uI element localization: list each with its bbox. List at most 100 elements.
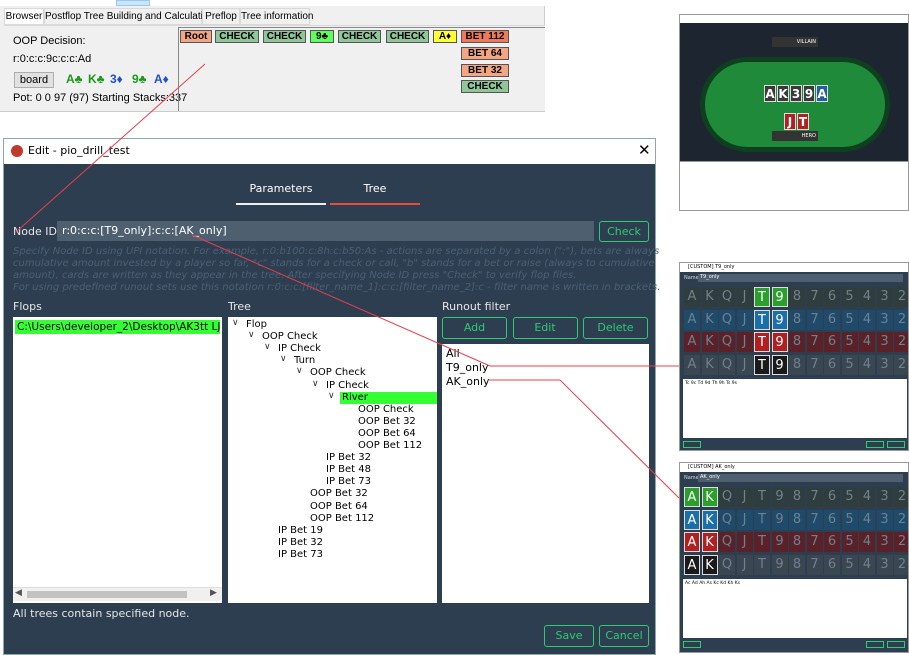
tab[interactable]: Tree bbox=[330, 179, 420, 205]
card[interactable]: A bbox=[684, 332, 700, 352]
card[interactable]: 2 bbox=[894, 309, 908, 330]
scroll-thumb[interactable] bbox=[27, 591, 187, 598]
card[interactable]: 5 bbox=[841, 554, 858, 575]
card[interactable]: 4 bbox=[859, 554, 875, 575]
card[interactable]: 2 bbox=[894, 554, 908, 575]
tree-node[interactable]: OOP Check bbox=[310, 367, 366, 379]
card[interactable]: 5 bbox=[841, 509, 858, 530]
expand-arrow[interactable]: ∨ bbox=[280, 354, 287, 365]
card[interactable]: 5 bbox=[841, 532, 858, 552]
card[interactable]: 9 bbox=[771, 509, 788, 530]
card[interactable]: 7 bbox=[806, 354, 823, 375]
card-selected[interactable]: 9 bbox=[771, 354, 788, 375]
card[interactable]: 8 bbox=[789, 554, 805, 575]
card[interactable]: 6 bbox=[824, 332, 840, 352]
card[interactable]: 3 bbox=[876, 532, 893, 552]
tree-node[interactable]: IP Bet 48 bbox=[326, 464, 371, 476]
expand-arrow[interactable]: ∨ bbox=[328, 390, 335, 401]
card-selected[interactable]: K bbox=[701, 487, 718, 507]
card[interactable]: 6 bbox=[824, 487, 840, 507]
card[interactable]: 8 bbox=[789, 332, 805, 352]
card-selected[interactable]: K bbox=[701, 554, 718, 575]
card-selected[interactable]: 9 bbox=[771, 287, 788, 307]
cancel-button[interactable]: Cancel bbox=[599, 625, 649, 647]
card[interactable]: 2 bbox=[894, 332, 908, 352]
card[interactable]: T bbox=[754, 487, 770, 507]
tree-node[interactable]: IP Check bbox=[326, 379, 369, 391]
card[interactable]: 2 bbox=[894, 532, 908, 552]
card[interactable]: 8 bbox=[789, 487, 805, 507]
card[interactable]: Q bbox=[719, 332, 735, 352]
card[interactable]: 2 bbox=[894, 509, 908, 530]
card[interactable]: Q bbox=[719, 287, 735, 307]
save-button[interactable]: Save bbox=[544, 625, 594, 647]
card[interactable]: 6 bbox=[824, 554, 840, 575]
card-selected[interactable]: A bbox=[684, 487, 700, 507]
card[interactable]: K bbox=[701, 332, 718, 352]
tree-node[interactable]: IP Bet 73 bbox=[326, 476, 371, 488]
card-selected[interactable]: 9 bbox=[771, 309, 788, 330]
card[interactable]: 7 bbox=[806, 487, 823, 507]
card[interactable]: 3 bbox=[876, 332, 893, 352]
card[interactable]: J bbox=[736, 354, 753, 375]
action-button[interactable]: BET 64 bbox=[461, 47, 509, 60]
card[interactable]: 6 bbox=[824, 509, 840, 530]
runout-item[interactable]: AK_only bbox=[446, 375, 490, 388]
expand-arrow[interactable]: ∨ bbox=[264, 342, 271, 353]
card[interactable]: A bbox=[684, 287, 700, 307]
action-button[interactable]: CHECK bbox=[461, 80, 509, 93]
card[interactable]: Q bbox=[719, 309, 735, 330]
card-selected[interactable]: A bbox=[684, 509, 700, 530]
runout-button[interactable]: Add bbox=[442, 317, 507, 339]
card[interactable]: 2 bbox=[894, 287, 908, 307]
card[interactable]: 3 bbox=[876, 487, 893, 507]
card[interactable]: T bbox=[754, 509, 770, 530]
runout-item[interactable]: All bbox=[446, 347, 460, 360]
card[interactable]: 5 bbox=[841, 287, 858, 307]
node-id-input[interactable]: r:0:c:c:[T9_only]:c:c:[AK_only] bbox=[57, 221, 594, 241]
card[interactable]: 7 bbox=[806, 554, 823, 575]
card[interactable]: 6 bbox=[824, 309, 840, 330]
expand-arrow[interactable]: ∨ bbox=[296, 366, 303, 377]
expand-arrow[interactable]: ∨ bbox=[232, 318, 239, 328]
card[interactable]: 6 bbox=[824, 532, 840, 552]
card[interactable]: 5 bbox=[841, 332, 858, 352]
runout-button[interactable]: Delete bbox=[583, 317, 648, 339]
card[interactable]: J bbox=[736, 532, 753, 552]
tab[interactable]: Parameters bbox=[236, 179, 326, 205]
card[interactable]: 2 bbox=[894, 354, 908, 375]
tree-node[interactable]: IP Bet 73 bbox=[278, 548, 323, 560]
card-selected[interactable]: K bbox=[701, 532, 718, 552]
card-selected[interactable]: 9 bbox=[771, 332, 788, 352]
card-selected[interactable]: T bbox=[754, 309, 770, 330]
card[interactable]: 5 bbox=[841, 487, 858, 507]
card[interactable]: A bbox=[684, 309, 700, 330]
tree-node[interactable]: OOP Bet 32 bbox=[358, 415, 416, 427]
card[interactable]: Q bbox=[719, 509, 735, 530]
card[interactable]: 7 bbox=[806, 509, 823, 530]
action-button[interactable]: 9♣ bbox=[310, 30, 334, 43]
card[interactable]: 7 bbox=[806, 332, 823, 352]
card[interactable]: K bbox=[701, 354, 718, 375]
card[interactable]: 3 bbox=[876, 509, 893, 530]
card[interactable]: 8 bbox=[789, 309, 805, 330]
scroll-right[interactable]: ▶ bbox=[210, 588, 217, 598]
runout-item[interactable]: T9_only bbox=[446, 361, 489, 374]
card[interactable]: Q bbox=[719, 554, 735, 575]
expand-arrow[interactable]: ∨ bbox=[312, 378, 319, 389]
card[interactable]: 6 bbox=[824, 287, 840, 307]
card[interactable]: 9 bbox=[771, 554, 788, 575]
card[interactable]: T bbox=[754, 532, 770, 552]
action-button[interactable]: Root bbox=[180, 30, 212, 43]
check-button[interactable]: Check bbox=[599, 221, 649, 242]
close-button[interactable]: ✕ bbox=[638, 141, 651, 159]
card[interactable]: 8 bbox=[789, 287, 805, 307]
card[interactable]: Q bbox=[719, 354, 735, 375]
card[interactable]: Q bbox=[719, 487, 735, 507]
card[interactable]: 5 bbox=[841, 309, 858, 330]
action-button[interactable]: A♦ bbox=[433, 30, 457, 43]
card-selected[interactable]: T bbox=[754, 354, 770, 375]
card[interactable]: 3 bbox=[876, 554, 893, 575]
tree-node[interactable]: IP Bet 32 bbox=[326, 452, 371, 464]
card[interactable]: 7 bbox=[806, 309, 823, 330]
